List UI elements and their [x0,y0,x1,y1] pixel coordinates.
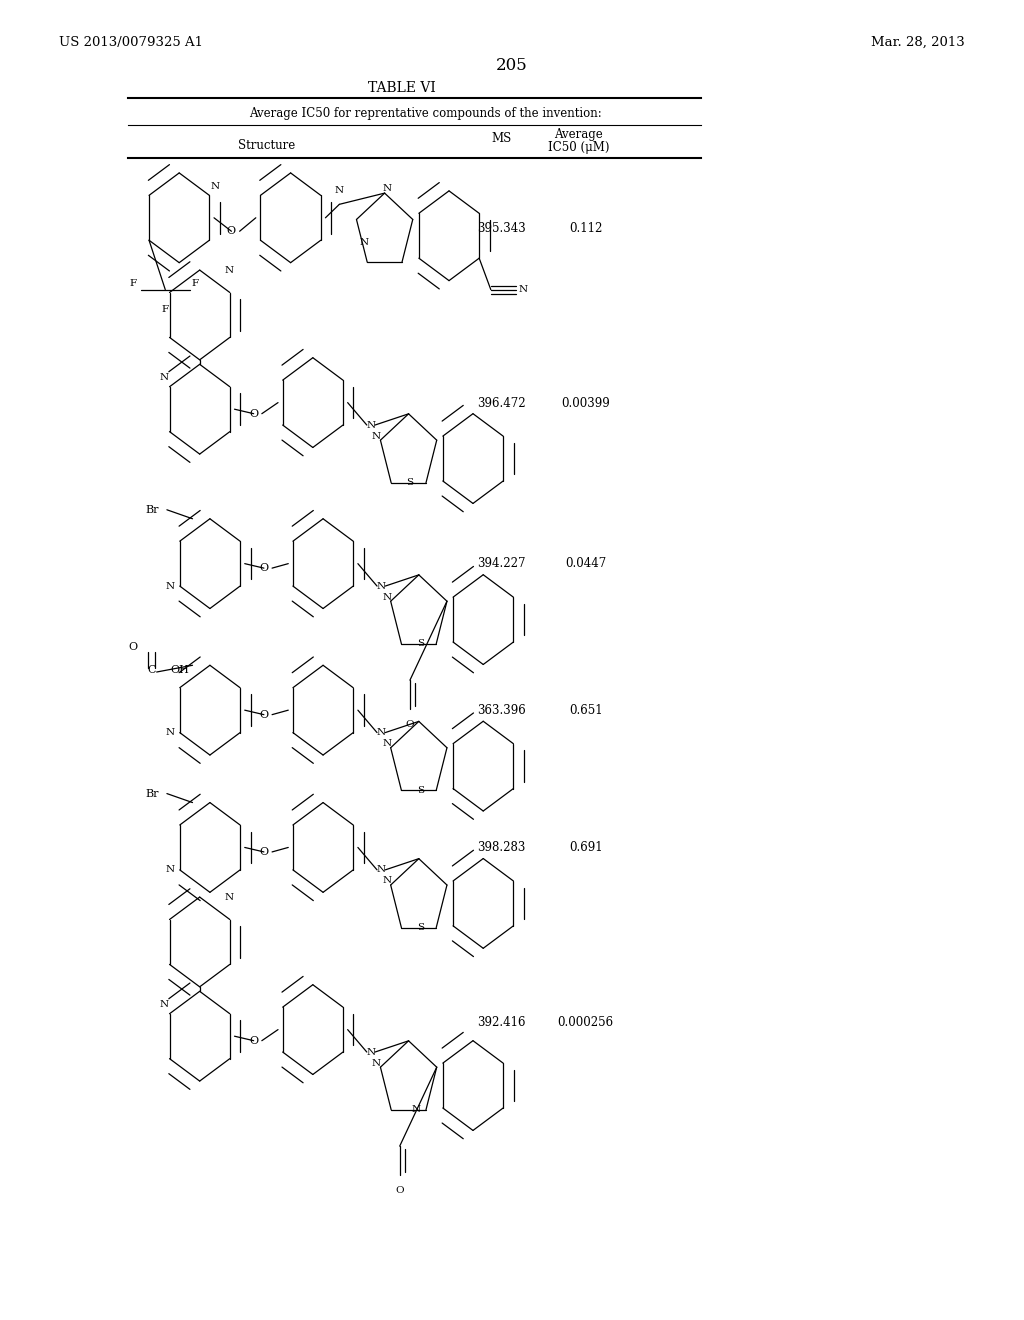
Text: S: S [417,923,424,932]
Text: O: O [259,710,268,719]
Text: 0.651: 0.651 [569,704,602,717]
Text: N: N [382,593,391,602]
Text: F: F [162,305,169,314]
Text: 0.00399: 0.00399 [561,397,610,411]
Text: 0.000256: 0.000256 [558,1016,613,1030]
Text: 205: 205 [496,58,528,74]
Text: N: N [367,421,376,429]
Text: O: O [227,226,236,236]
Text: N: N [367,1048,376,1056]
Text: N: N [159,374,168,383]
Text: O: O [406,719,415,729]
Text: N: N [518,285,527,294]
Text: 0.112: 0.112 [569,222,602,235]
Text: S: S [407,478,414,487]
Text: F: F [191,279,199,288]
Text: MS: MS [492,132,512,145]
Text: 395.343: 395.343 [477,222,526,235]
Text: 363.396: 363.396 [477,704,526,717]
Text: O: O [259,847,268,857]
Text: N: N [166,729,175,737]
Text: N: N [166,582,175,590]
Text: Average IC50 for reprentative compounds of the invention:: Average IC50 for reprentative compounds … [249,107,601,120]
Text: O: O [395,1185,404,1195]
Text: N: N [359,238,369,247]
Text: 0.0447: 0.0447 [565,557,606,570]
Text: Br: Br [145,504,159,515]
Text: 396.472: 396.472 [477,397,526,411]
Text: Average: Average [554,128,603,141]
Text: N: N [211,182,220,191]
Text: N: N [377,729,386,737]
Text: US 2013/0079325 A1: US 2013/0079325 A1 [59,36,204,49]
Text: N: N [224,892,233,902]
Text: IC50 (μM): IC50 (μM) [548,141,609,154]
Text: TABLE VI: TABLE VI [368,82,435,95]
Text: O: O [249,409,258,418]
Text: N: N [383,183,392,193]
Text: N: N [224,265,233,275]
Text: C: C [147,665,156,675]
Text: N: N [159,1001,168,1010]
Text: O: O [129,643,137,652]
Text: N: N [377,582,386,590]
Text: S: S [417,785,424,795]
Text: 398.283: 398.283 [477,841,526,854]
Text: Br: Br [145,788,159,799]
Text: N: N [166,866,175,874]
Text: O: O [259,564,268,573]
Text: 0.691: 0.691 [569,841,602,854]
Text: Mar. 28, 2013: Mar. 28, 2013 [870,36,965,49]
Text: N: N [372,1059,381,1068]
Text: S: S [417,639,424,648]
Text: N: N [382,739,391,748]
Text: O: O [249,1036,258,1045]
Text: N: N [335,186,344,195]
Text: N: N [377,866,386,874]
Text: N: N [372,432,381,441]
Text: Structure: Structure [238,139,295,152]
Text: 394.227: 394.227 [477,557,526,570]
Text: 392.416: 392.416 [477,1016,526,1030]
Text: OH: OH [170,665,188,675]
Text: N: N [412,1105,421,1114]
Text: N: N [382,876,391,886]
Text: F: F [129,279,136,288]
